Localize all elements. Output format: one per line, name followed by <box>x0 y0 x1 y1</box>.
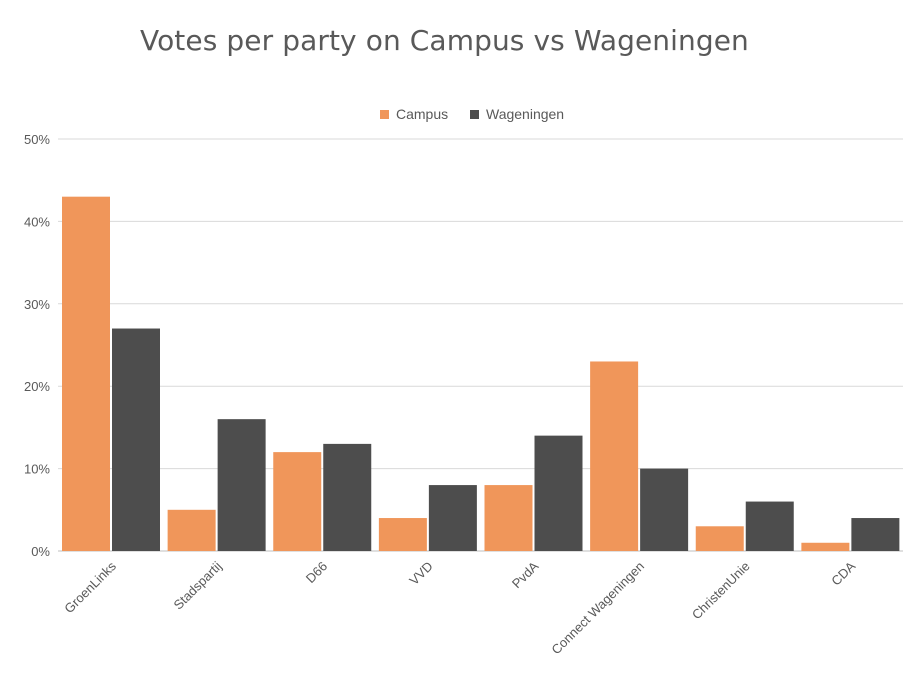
legend-item-wageningen: Wageningen <box>470 106 564 122</box>
bar-campus <box>273 452 322 551</box>
bar-wageningen <box>217 419 266 551</box>
legend: Campus Wageningen <box>0 106 916 126</box>
legend-item-campus: Campus <box>380 106 448 122</box>
x-tick-label: VVD <box>406 559 436 589</box>
y-tick-label: 0% <box>31 544 50 559</box>
x-tick-label: CDA <box>828 558 858 588</box>
x-tick-label: PvdA <box>509 558 542 591</box>
bar-wageningen <box>112 328 160 551</box>
y-tick-label: 50% <box>24 132 50 147</box>
bar-wageningen <box>851 518 900 551</box>
bar-campus <box>695 526 744 551</box>
y-tick-label: 40% <box>24 214 50 229</box>
x-tick-label: Stadspartij <box>171 558 225 612</box>
legend-swatch-campus <box>380 109 389 119</box>
x-tick-label: GroenLinks <box>61 558 119 616</box>
legend-label-wageningen: Wageningen <box>486 106 565 122</box>
y-tick-label: 30% <box>24 297 50 312</box>
bar-campus <box>484 485 533 551</box>
bar-campus <box>62 196 110 551</box>
bar-wageningen <box>745 501 794 551</box>
chart-title: Votes per party on Campus vs Wageningen <box>140 24 749 57</box>
bar-wageningen <box>534 435 583 551</box>
bar-campus <box>801 542 850 551</box>
y-tick-label: 20% <box>24 379 50 394</box>
bar-wageningen <box>640 468 689 551</box>
bar-wageningen <box>428 485 477 551</box>
y-tick-label: 10% <box>24 462 50 477</box>
legend-label-campus: Campus <box>396 106 449 122</box>
x-tick-label: Connect Wageningen <box>548 559 647 658</box>
bar-campus <box>590 361 639 551</box>
x-tick-label: ChristenUnie <box>689 559 753 623</box>
x-tick-label: D66 <box>303 559 330 586</box>
bar-campus <box>378 518 427 551</box>
bar-wageningen <box>323 443 372 551</box>
legend-swatch-wageningen <box>470 109 479 119</box>
bar-campus <box>167 509 216 551</box>
